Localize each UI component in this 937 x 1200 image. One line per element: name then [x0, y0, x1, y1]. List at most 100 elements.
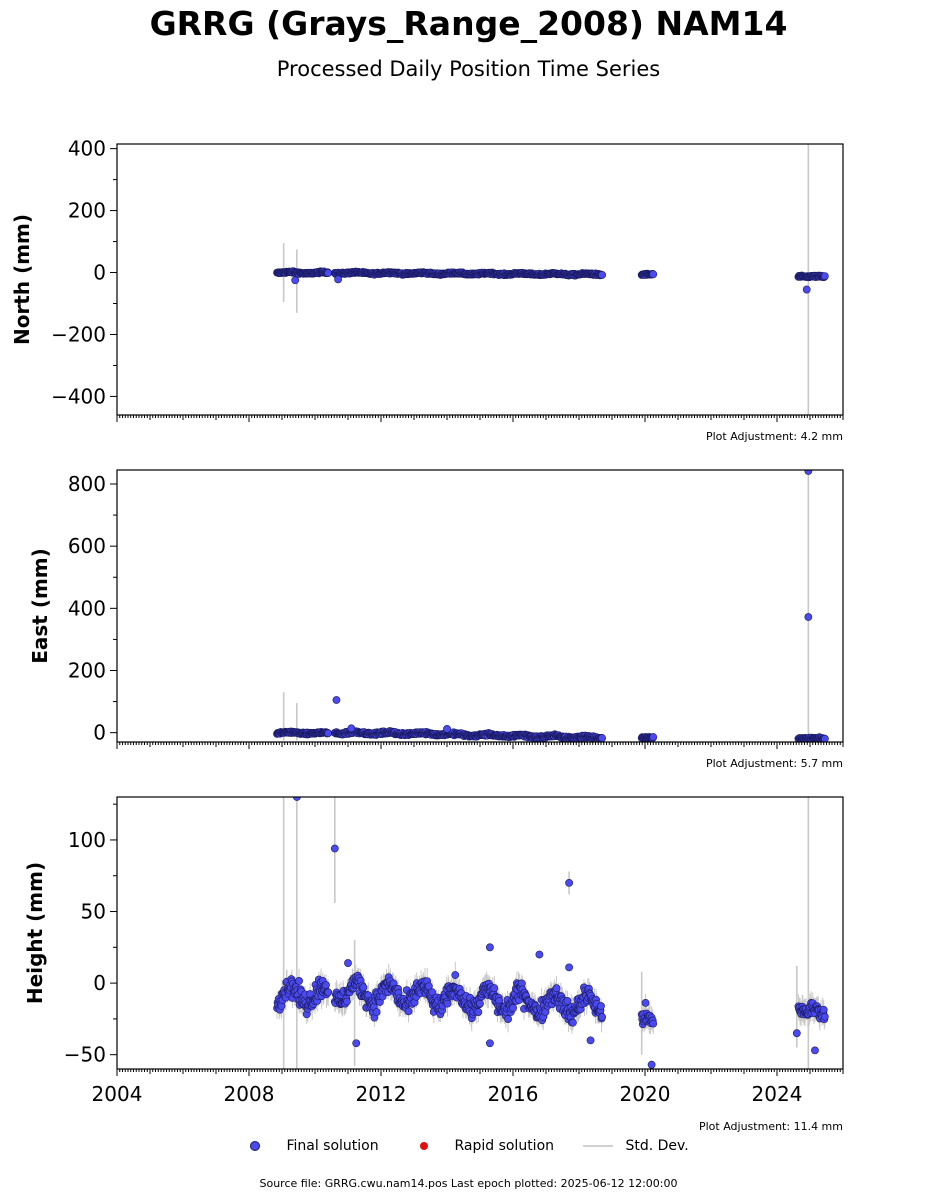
data-point [819, 1005, 828, 1014]
y-tick-label: 400 [68, 137, 106, 161]
rapid-solution-marker-icon [420, 1142, 428, 1150]
data-point [820, 272, 829, 280]
data-point [598, 270, 606, 279]
data-point [324, 988, 333, 997]
y-tick-label: 200 [68, 199, 106, 223]
legend-rapid: Rapid solution [420, 1138, 554, 1154]
data-point [804, 470, 813, 475]
x-tick-label: 2004 [92, 1082, 143, 1106]
data-point [347, 724, 356, 733]
data-point [324, 729, 333, 738]
data-point [649, 733, 658, 741]
x-tick-label: 2016 [488, 1082, 539, 1106]
plot-area-1 [273, 470, 829, 742]
data-point [332, 696, 341, 704]
panel-1: 0 200 400 600 800 East (mm) Plot Adjustment: 5… [28, 469, 844, 770]
plot-area-2 [273, 797, 829, 1069]
legend-final-label: Final solution [286, 1138, 379, 1154]
data-point [344, 959, 352, 967]
y-tick-label: 0 [93, 721, 106, 745]
x-tick-label: 2008 [224, 1082, 275, 1106]
y-tick-label: 600 [68, 534, 106, 558]
data-point [647, 1060, 656, 1069]
y-tick-label: 800 [68, 472, 106, 496]
data-point [322, 981, 330, 989]
data-point [641, 998, 650, 1007]
data-point [334, 275, 342, 284]
data-point [372, 1008, 381, 1017]
data-point [811, 1046, 819, 1055]
y-tick-label: −400 [51, 384, 106, 408]
data-point [295, 977, 303, 985]
source-note: Source file: GRRG.cwu.nam14.pos Last epo… [259, 1177, 678, 1190]
legend-final: Final solution [250, 1138, 379, 1154]
axes-frame [116, 796, 844, 1070]
plot-area-0 [273, 144, 829, 415]
data-point [485, 1039, 494, 1048]
data-point [804, 613, 813, 621]
y-tick-label: −200 [51, 322, 106, 346]
data-point [342, 997, 351, 1006]
panel-2: −50 0 50 100 2004 2008 2012 2016 2020 2024 Height … [23, 796, 844, 1133]
y-tick-label: 0 [93, 261, 106, 285]
data-point [598, 734, 606, 742]
data-point [802, 285, 811, 294]
y-axis-label: Height (mm) [23, 862, 47, 1004]
data-point [649, 1019, 658, 1028]
data-point [569, 1018, 577, 1027]
data-point [565, 963, 573, 972]
y-tick-label: 50 [81, 900, 106, 924]
data-point [586, 1036, 595, 1045]
data-point [324, 269, 333, 277]
data-point [552, 984, 561, 993]
data-point [597, 1002, 605, 1010]
data-point [474, 1008, 483, 1016]
data-point [565, 878, 573, 887]
data-point [485, 943, 494, 952]
data-point [428, 988, 437, 997]
y-tick-label: −50 [64, 1043, 106, 1067]
legend-rapid-label: Rapid solution [454, 1138, 555, 1154]
y-tick-label: 100 [68, 828, 106, 852]
data-point [291, 276, 300, 285]
data-point [424, 982, 433, 991]
y-axis-label: North (mm) [10, 214, 34, 345]
data-point [352, 1039, 361, 1048]
y-tick-label: 0 [93, 971, 106, 995]
plot-adjustment-note: Plot Adjustment: 5.7 mm [706, 757, 843, 770]
data-point [404, 1007, 413, 1016]
data-point [451, 971, 460, 979]
axes-frame [116, 143, 844, 416]
data-point [476, 999, 484, 1008]
chart-title: GRRG (Grays_Range_2008) NAM14 [149, 4, 788, 43]
y-tick-label: 400 [68, 596, 106, 620]
y-axis-label: East (mm) [28, 548, 52, 664]
x-tick-label: 2024 [752, 1082, 803, 1106]
data-point [792, 1029, 801, 1038]
data-point [820, 734, 829, 742]
data-point [598, 1013, 606, 1021]
y-tick-label: 200 [68, 659, 106, 683]
data-point [535, 950, 544, 959]
x-tick-label: 2020 [620, 1082, 671, 1106]
panel-0: −400 −200 0 200 400 North (mm) Plot Adjustment… [10, 137, 844, 443]
data-point [443, 725, 451, 733]
data-point [490, 984, 499, 993]
data-point [563, 996, 572, 1005]
data-point [359, 983, 368, 992]
legend-stddev: Std. Dev. [583, 1138, 689, 1154]
data-point [820, 1012, 829, 1021]
axes-frame [116, 469, 844, 743]
x-tick-label: 2012 [356, 1082, 407, 1106]
plot-adjustment-note: Plot Adjustment: 4.2 mm [706, 430, 843, 443]
data-point [504, 1015, 512, 1023]
chart-subtitle: Processed Daily Position Time Series [276, 57, 661, 81]
data-point [443, 999, 452, 1008]
plot-adjustment-note: Plot Adjustment: 11.4 mm [699, 1120, 843, 1133]
stddev-line-icon [583, 1145, 613, 1147]
legend-stddev-label: Std. Dev. [625, 1138, 689, 1154]
data-point [330, 844, 339, 853]
final-solution-marker-icon [250, 1141, 260, 1151]
data-point [649, 270, 658, 279]
